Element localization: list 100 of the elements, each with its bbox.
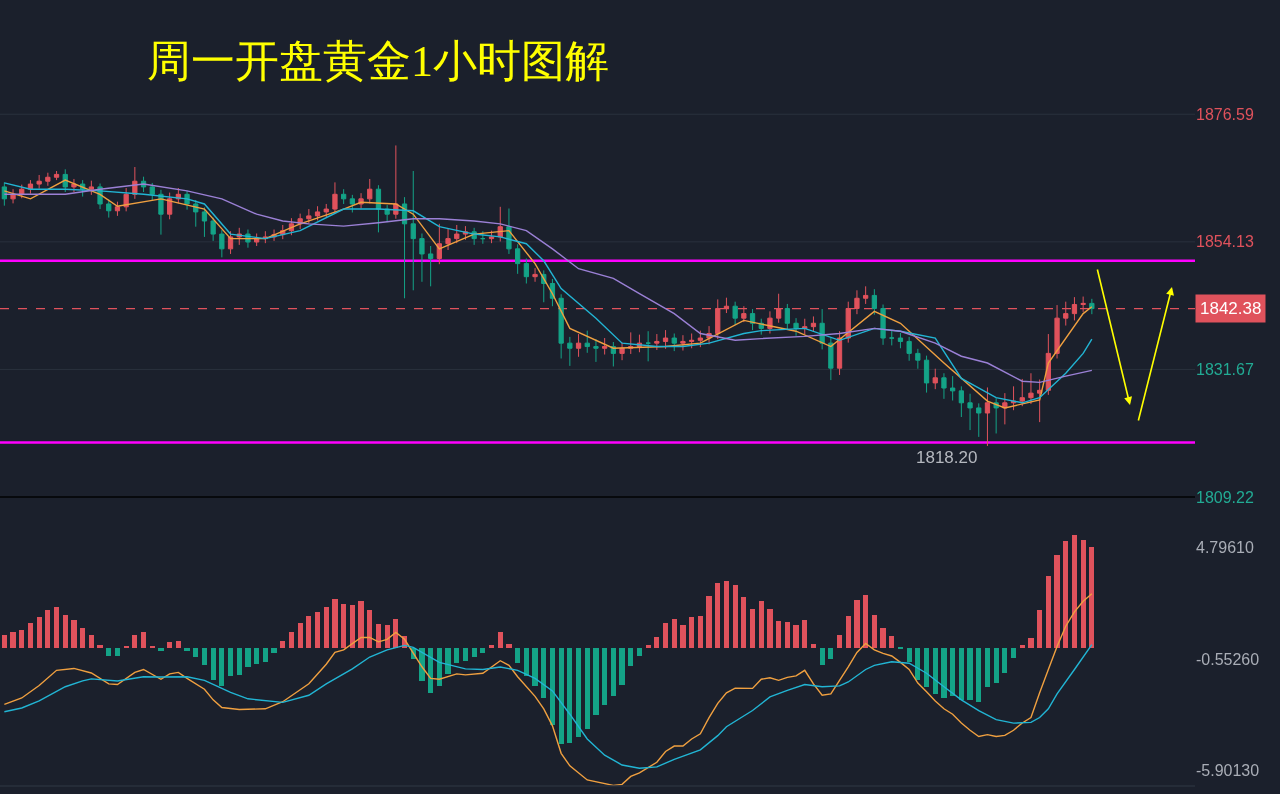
candlestick xyxy=(341,188,347,205)
bar xyxy=(1072,535,1077,648)
bar xyxy=(872,615,877,648)
candlestick xyxy=(480,230,486,245)
candlestick xyxy=(1037,379,1043,423)
bar xyxy=(280,641,285,648)
bar xyxy=(637,648,642,656)
candlestick xyxy=(1054,304,1060,359)
bar xyxy=(680,625,686,648)
bar xyxy=(1089,547,1094,648)
candlestick xyxy=(445,228,451,251)
bar xyxy=(437,648,442,686)
candlestick xyxy=(384,204,390,223)
bar xyxy=(706,596,712,648)
bar xyxy=(567,648,572,743)
bar xyxy=(915,648,920,680)
candlestick xyxy=(732,301,738,326)
bar xyxy=(141,632,146,648)
bar xyxy=(219,648,224,686)
bar xyxy=(646,645,651,648)
annotation: 1818.20 xyxy=(916,448,978,467)
candlestick xyxy=(941,372,947,400)
bar xyxy=(933,648,938,694)
bar xyxy=(19,630,24,648)
bar xyxy=(115,648,120,656)
bar xyxy=(315,612,320,648)
candlestick xyxy=(454,224,460,244)
bar xyxy=(967,648,973,700)
bar xyxy=(254,648,259,664)
candlestick xyxy=(654,333,660,351)
bar xyxy=(393,619,398,648)
bar xyxy=(385,625,390,648)
candlestick xyxy=(428,245,434,287)
candlestick xyxy=(1019,378,1025,407)
bar xyxy=(176,641,181,648)
candlestick xyxy=(793,317,799,337)
candlestick xyxy=(71,178,77,193)
bar xyxy=(715,583,720,648)
bar xyxy=(959,648,964,700)
candlestick xyxy=(314,205,321,221)
candlestick xyxy=(201,206,208,238)
bar xyxy=(445,648,451,674)
bar xyxy=(428,648,433,693)
candlestick xyxy=(45,172,51,187)
y-tick-label: 1854.13 xyxy=(1196,233,1254,251)
text: 周一开盘黄金1小时图解 xyxy=(147,37,609,86)
bar xyxy=(506,644,512,648)
candlestick xyxy=(1,181,7,207)
bar xyxy=(167,642,172,648)
bar xyxy=(619,648,625,685)
bar xyxy=(97,645,103,648)
bar xyxy=(498,632,503,648)
bar xyxy=(776,621,781,648)
bar xyxy=(985,648,990,687)
candlestick xyxy=(976,402,982,438)
candlestick xyxy=(889,329,895,346)
candlestick xyxy=(880,304,886,346)
bar xyxy=(10,632,16,648)
bar xyxy=(663,623,668,648)
candlestick xyxy=(167,192,173,220)
bar xyxy=(724,581,729,648)
bar xyxy=(289,632,294,648)
bar xyxy=(854,600,860,648)
candlestick xyxy=(62,168,68,193)
candlestick xyxy=(436,223,442,265)
candlestick xyxy=(410,170,416,291)
candlestick xyxy=(923,355,930,394)
candlestick xyxy=(915,348,921,370)
bar xyxy=(245,648,251,667)
bar xyxy=(811,644,816,648)
candlestick xyxy=(932,368,938,390)
candlestick xyxy=(123,187,129,212)
bar xyxy=(132,635,137,648)
candlestick xyxy=(619,342,625,361)
candlestick xyxy=(967,393,973,431)
candlestick xyxy=(419,233,425,283)
candlestick xyxy=(558,293,564,359)
bar xyxy=(158,648,164,651)
bar xyxy=(1046,576,1051,648)
bar xyxy=(271,648,277,653)
candlestick xyxy=(149,182,155,202)
bar xyxy=(559,648,564,744)
bar xyxy=(324,607,329,648)
bar xyxy=(593,648,599,715)
bar xyxy=(802,620,807,648)
candlestick xyxy=(523,258,529,284)
bar xyxy=(1081,540,1086,648)
y-tick-label: 1809.22 xyxy=(1196,488,1254,506)
candlestick xyxy=(36,174,42,190)
bar xyxy=(71,620,77,648)
bar xyxy=(698,616,703,648)
bar xyxy=(994,648,999,683)
bar xyxy=(541,648,546,698)
candlestick xyxy=(828,337,834,381)
candlestick xyxy=(906,336,912,362)
line-series xyxy=(3,644,1093,770)
bar xyxy=(1054,555,1060,648)
bar xyxy=(193,648,198,657)
bar xyxy=(741,597,746,648)
bar xyxy=(602,648,607,705)
